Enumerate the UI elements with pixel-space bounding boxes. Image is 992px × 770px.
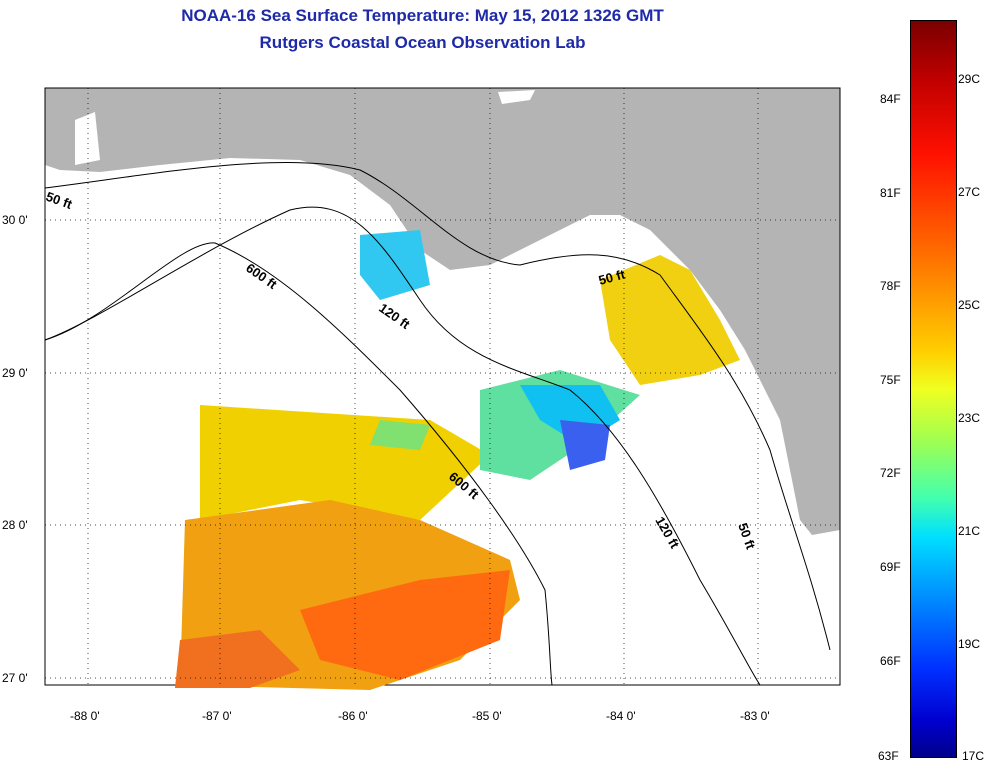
contour-50ft-north — [44, 162, 831, 651]
lon-tick-4: -85 0' — [472, 709, 502, 723]
contour-label-6: 120 ft — [652, 514, 682, 551]
sst-patch-1 — [200, 405, 490, 520]
sst-patch-10 — [370, 420, 430, 450]
cb-c-19: 19C — [958, 637, 981, 651]
map-subtitle: Rutgers Coastal Ocean Observation Lab — [259, 33, 586, 52]
land-north — [45, 88, 840, 535]
cb-c-27: 27C — [958, 185, 981, 199]
lat-tick-4: 27 0' — [2, 671, 28, 685]
sst-patch-3 — [300, 570, 510, 680]
contour-label-3: 120 ft — [376, 300, 413, 332]
cb-f-84: 84F — [880, 92, 901, 106]
map-title: NOAA-16 Sea Surface Temperature: May 15,… — [181, 6, 664, 25]
cb-c-25: 25C — [958, 298, 981, 312]
lon-tick-6: -83 0' — [740, 709, 770, 723]
contour-label-1: 50 ft — [44, 189, 75, 212]
cb-f-72: 72F — [880, 466, 901, 480]
sst-patches — [175, 230, 740, 690]
temperature-colorbar — [910, 20, 957, 758]
contour-label-2: 600 ft — [243, 260, 280, 292]
contour-120ft — [44, 206, 761, 686]
lon-tick-2: -87 0' — [202, 709, 232, 723]
cb-f-81: 81F — [880, 186, 901, 200]
contour-label-4: 50 ft — [597, 266, 627, 288]
cb-c-17: 17C — [962, 749, 985, 763]
lon-tick-5: -84 0' — [606, 709, 636, 723]
lat-tick-3: 28 0' — [2, 518, 28, 532]
sst-patch-7 — [560, 420, 610, 470]
cb-f-78: 78F — [880, 279, 901, 293]
sst-patch-9 — [360, 230, 430, 300]
cb-f-69: 69F — [880, 560, 901, 574]
lon-tick-1: -88 0' — [70, 709, 100, 723]
cb-f-63: 63F — [878, 749, 899, 763]
depth-contours — [44, 162, 831, 686]
cb-c-21: 21C — [958, 524, 981, 538]
contour-600ft — [44, 242, 553, 686]
lon-tick-3: -86 0' — [338, 709, 368, 723]
sst-patch-8 — [600, 255, 740, 385]
cb-c-29: 29C — [958, 72, 981, 86]
land-island — [498, 90, 535, 104]
cb-c-23: 23C — [958, 411, 981, 425]
contour-label-7: 50 ft — [735, 521, 758, 552]
lat-tick-2: 29 0' — [2, 366, 28, 380]
cb-f-75: 75F — [880, 373, 901, 387]
lon-tick-labels: -88 0' -87 0' -86 0' -85 0' -84 0' -83 0… — [70, 709, 770, 723]
cb-f-66: 66F — [880, 654, 901, 668]
sst-patch-4 — [175, 630, 300, 688]
lat-tick-labels: 30 0' 29 0' 28 0' 27 0' — [2, 213, 28, 685]
lat-tick-1: 30 0' — [2, 213, 28, 227]
map-frame — [44, 87, 841, 686]
